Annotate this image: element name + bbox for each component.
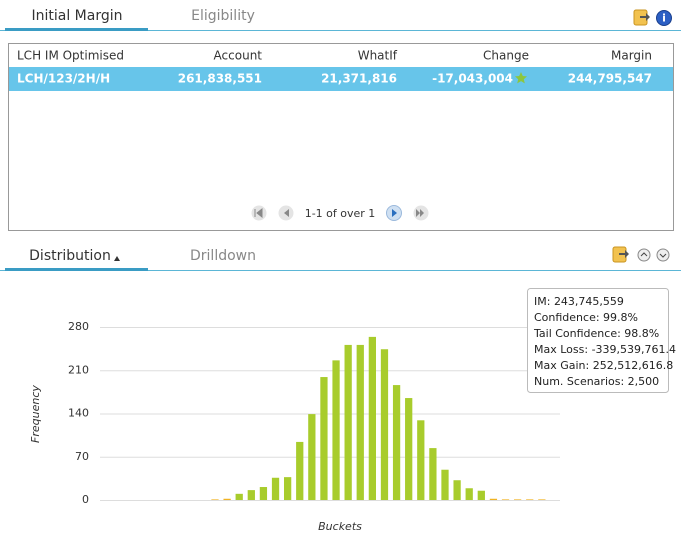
svg-text:i: i — [662, 12, 666, 25]
bar — [344, 344, 352, 500]
tooltip-line: Max Gain: 252,512,616.8 — [534, 359, 673, 372]
tooltip-line: IM: 243,745,559 — [534, 295, 624, 308]
tooltip-line: Confidence: 99.8% — [534, 311, 638, 324]
bar — [465, 488, 473, 500]
y-tick-label: 140 — [68, 407, 89, 420]
bar — [259, 487, 268, 500]
cell: 261,838,551 — [178, 72, 262, 86]
bar — [247, 490, 255, 500]
bar — [284, 477, 292, 500]
bar — [514, 499, 522, 500]
bar — [271, 477, 280, 500]
bar — [332, 360, 340, 500]
bar — [538, 499, 546, 500]
bar — [308, 414, 316, 500]
bar — [368, 336, 376, 500]
prev-page[interactable] — [278, 205, 294, 221]
y-tick-label: 70 — [75, 450, 89, 463]
bar — [441, 469, 449, 500]
cell: LCH/123/2H/H — [17, 72, 110, 86]
bar — [477, 490, 485, 500]
y-axis-label: Frequency — [29, 385, 42, 443]
collapse-icon[interactable] — [637, 248, 651, 262]
tooltip-line: Max Loss: -339,539,761.4 — [534, 343, 676, 356]
bar — [211, 499, 219, 500]
star-icon — [515, 72, 527, 84]
bar — [320, 377, 328, 500]
y-tick-label: 210 — [68, 363, 89, 376]
column-header: Account — [214, 49, 263, 63]
tooltip-box — [527, 288, 669, 393]
bar — [380, 349, 389, 500]
bar — [405, 398, 413, 500]
bar — [526, 499, 534, 500]
tooltip-line: Tail Confidence: 98.8% — [533, 327, 659, 340]
bar — [356, 344, 364, 500]
bar — [501, 499, 510, 500]
cell: 244,795,547 — [568, 72, 652, 86]
tab[interactable]: Initial Margin — [31, 8, 122, 24]
next-page[interactable] — [386, 205, 402, 221]
bar — [489, 498, 498, 500]
bar — [453, 480, 461, 500]
bar — [296, 441, 304, 500]
bar — [429, 448, 437, 500]
y-tick-label: 280 — [68, 320, 89, 333]
cell: -17,043,004 — [432, 72, 513, 86]
info-icon[interactable]: i — [656, 10, 672, 26]
bar — [223, 498, 231, 500]
column-header: Margin — [611, 49, 652, 63]
sort-arrow — [114, 256, 120, 261]
tab[interactable]: Eligibility — [191, 8, 255, 24]
export-icon[interactable] — [612, 246, 629, 263]
tooltip: IM: 243,745,559 Confidence: 99.8% Tail Con… — [527, 288, 676, 393]
histogram: Frequency Buckets 0 70 140 210 280 — [29, 320, 560, 533]
page-info: 1-1 of over 1 — [305, 207, 376, 220]
tab[interactable]: Drilldown — [190, 248, 256, 264]
first-page[interactable] — [251, 205, 267, 221]
bar — [392, 385, 401, 500]
x-axis-label: Buckets — [318, 520, 362, 533]
cell: 21,371,816 — [321, 72, 397, 86]
bar — [417, 420, 425, 500]
bar — [235, 493, 243, 500]
column-header: WhatIf — [358, 49, 398, 63]
tab-underline — [5, 268, 148, 271]
export-icon[interactable] — [633, 9, 650, 26]
tooltip-line: Num. Scenarios: 2,500 — [534, 375, 659, 388]
tab-underline — [5, 28, 148, 31]
expand-icon[interactable] — [656, 248, 670, 262]
selected-row[interactable] — [9, 67, 673, 91]
column-header: LCH IM Optimised — [17, 49, 124, 63]
tab[interactable]: Distribution — [29, 248, 111, 264]
y-tick-label: 0 — [82, 493, 89, 506]
last-page[interactable] — [413, 205, 429, 221]
column-header: Change — [483, 49, 529, 63]
